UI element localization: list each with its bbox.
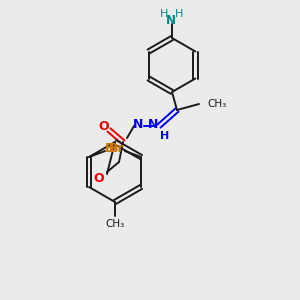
Text: N: N (148, 118, 158, 131)
Text: H: H (160, 131, 169, 141)
Text: H: H (175, 9, 183, 19)
Text: Br: Br (109, 142, 125, 154)
Text: H: H (160, 9, 168, 19)
Text: N: N (166, 14, 176, 26)
Text: Br: Br (105, 142, 121, 154)
Text: CH₃: CH₃ (105, 219, 124, 229)
Text: CH₃: CH₃ (207, 99, 226, 109)
Text: O: O (94, 172, 104, 184)
Text: O: O (99, 119, 109, 133)
Text: N: N (133, 118, 143, 131)
